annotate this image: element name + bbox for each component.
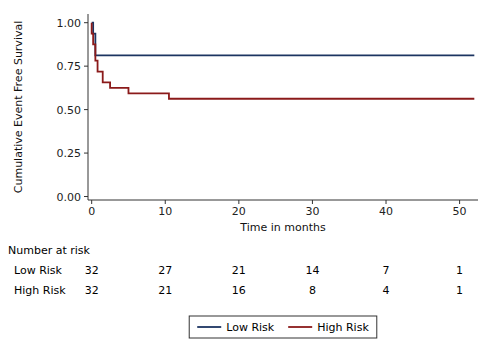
x-tick bbox=[91, 200, 92, 204]
y-axis-label: Cumulative Event Free Survival bbox=[12, 21, 25, 193]
risk-table-row-label: High Risk bbox=[14, 284, 66, 297]
x-tick bbox=[459, 200, 460, 204]
x-tick bbox=[165, 200, 166, 204]
risk-table-value: 21 bbox=[232, 264, 246, 277]
risk-table: Number at riskLow Risk3227211471High Ris… bbox=[8, 244, 463, 297]
legend-label: High Risk bbox=[317, 321, 369, 334]
y-tick bbox=[84, 109, 88, 110]
y-tick-label: 0.25 bbox=[57, 147, 82, 160]
x-tick bbox=[312, 200, 313, 204]
y-tick bbox=[84, 66, 88, 67]
risk-table-value: 21 bbox=[158, 284, 172, 297]
y-tick-label: 0.50 bbox=[57, 104, 82, 117]
risk-table-value: 4 bbox=[383, 284, 390, 297]
survival-curve bbox=[92, 23, 475, 56]
y-tick-label: 0.00 bbox=[57, 191, 82, 204]
risk-table-value: 14 bbox=[305, 264, 319, 277]
axes: 0 10 20 30 40 50 0.00 0.25 0.50 0.75 1.00 bbox=[57, 14, 479, 218]
y-tick bbox=[84, 153, 88, 154]
x-tick-label: 10 bbox=[158, 205, 172, 218]
risk-table-value: 8 bbox=[309, 284, 316, 297]
x-tick-label: 0 bbox=[88, 205, 95, 218]
y-tick-label: 0.75 bbox=[57, 60, 82, 73]
legend-label: Low Risk bbox=[226, 321, 275, 334]
risk-table-value: 16 bbox=[232, 284, 246, 297]
risk-table-row-label: Low Risk bbox=[14, 264, 63, 277]
chart: 0 10 20 30 40 50 0.00 0.25 0.50 0.75 1.00 Time in m… bbox=[0, 0, 500, 346]
x-tick-label: 30 bbox=[305, 205, 319, 218]
survival-curve bbox=[92, 23, 475, 99]
x-axis-label: Time in months bbox=[239, 221, 326, 234]
risk-table-value: 7 bbox=[383, 264, 390, 277]
x-tick-label: 20 bbox=[232, 205, 246, 218]
x-axis-line bbox=[88, 200, 478, 201]
y-tick-label: 1.00 bbox=[57, 17, 82, 30]
x-tick-label: 50 bbox=[453, 205, 467, 218]
risk-table-title: Number at risk bbox=[8, 244, 91, 257]
risk-table-value: 32 bbox=[85, 264, 99, 277]
x-tick bbox=[238, 200, 239, 204]
y-tick bbox=[84, 22, 88, 23]
y-tick bbox=[84, 196, 88, 197]
x-tick-label: 40 bbox=[379, 205, 393, 218]
risk-table-value: 1 bbox=[456, 264, 463, 277]
x-tick bbox=[386, 200, 387, 204]
legend-swatch bbox=[288, 326, 312, 328]
legend: Low Risk High Risk bbox=[189, 316, 377, 338]
plot-area bbox=[92, 23, 475, 99]
legend-swatch bbox=[197, 326, 221, 328]
risk-table-value: 32 bbox=[85, 284, 99, 297]
risk-table-value: 1 bbox=[456, 284, 463, 297]
legend-frame bbox=[189, 316, 377, 338]
risk-table-value: 27 bbox=[158, 264, 172, 277]
y-axis-line bbox=[88, 14, 89, 200]
